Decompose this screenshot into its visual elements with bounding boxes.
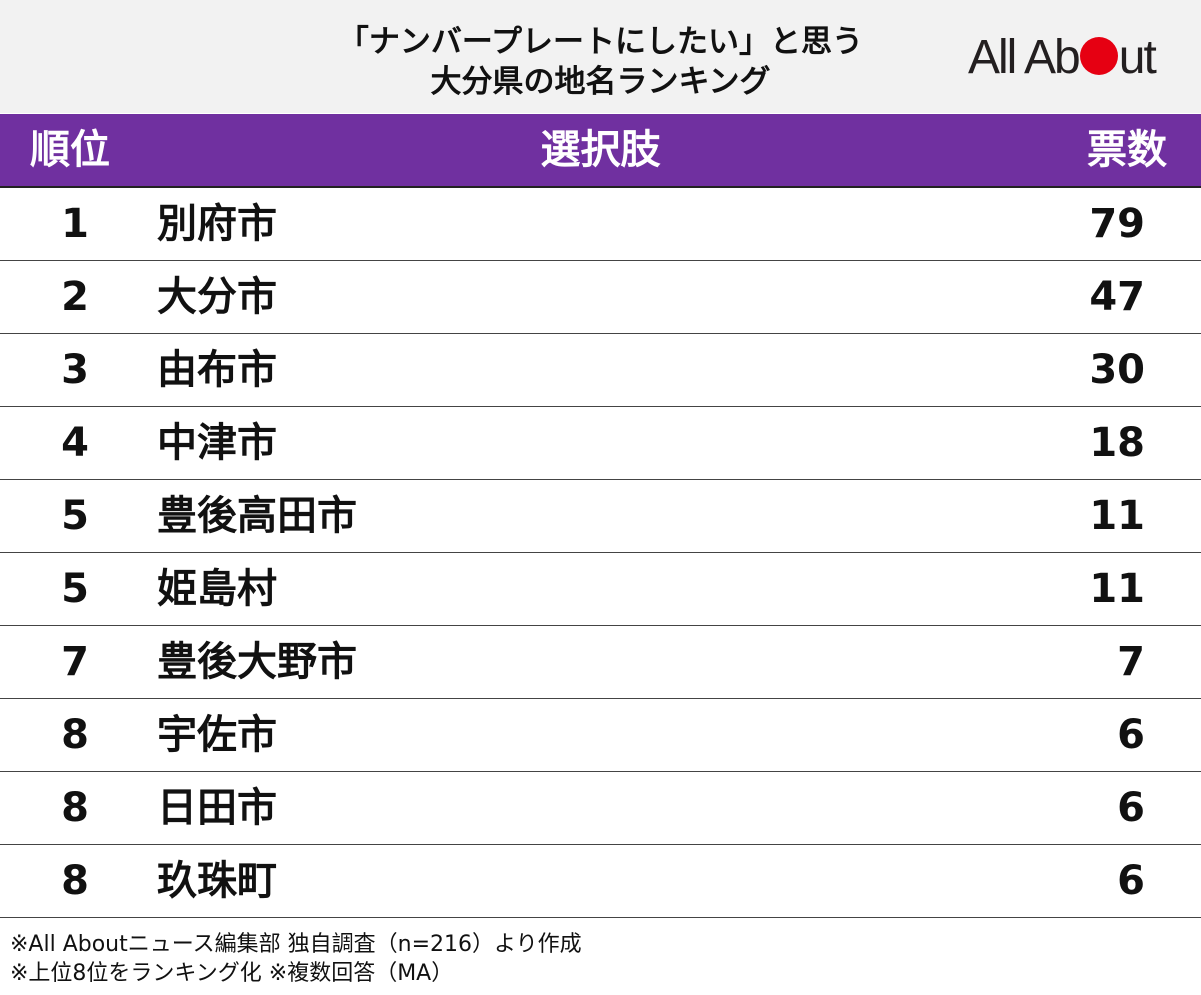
votes-cell: 7 (1117, 639, 1145, 685)
table-body: 1 別府市 79 2 大分市 47 3 由布市 30 4 中津市 18 5 豊後高田市 11 5 姫島村 11 7 豊… (0, 188, 1201, 918)
choice-cell: 別府市 (157, 201, 277, 247)
table-row: 2 大分市 47 (0, 261, 1201, 334)
table-row: 7 豊後大野市 7 (0, 626, 1201, 699)
logo-text-start: All Ab (968, 31, 1081, 84)
table-row: 3 由布市 30 (0, 334, 1201, 407)
votes-cell: 6 (1117, 785, 1145, 831)
title-line-1: 「ナンバープレートにしたい」と思う (337, 24, 864, 60)
choice-cell: 由布市 (157, 347, 277, 393)
table-row: 8 玖珠町 6 (0, 845, 1201, 918)
table-header: 順位 選択肢 票数 (0, 114, 1201, 188)
table-row: 5 姫島村 11 (0, 553, 1201, 626)
rank-cell: 8 (61, 785, 89, 831)
header-votes: 票数 (1087, 127, 1167, 173)
choice-cell: 玖珠町 (157, 858, 277, 904)
title-area: 「ナンバープレートにしたい」と思う 大分県の地名ランキング All Ab ut (0, 0, 1201, 113)
rank-cell: 1 (61, 201, 89, 247)
table-row: 1 別府市 79 (0, 188, 1201, 261)
votes-cell: 6 (1117, 712, 1145, 758)
header-choice: 選択肢 (540, 127, 661, 173)
logo-dot-icon (1079, 37, 1118, 75)
rank-cell: 8 (61, 858, 89, 904)
votes-cell: 30 (1089, 347, 1145, 393)
choice-cell: 大分市 (157, 274, 277, 320)
title-line-2: 大分県の地名ランキング (430, 64, 771, 100)
rank-cell: 2 (61, 274, 89, 320)
chart-title: 「ナンバープレートにしたい」と思う 大分県の地名ランキング (0, 22, 1201, 102)
table-row: 8 宇佐市 6 (0, 699, 1201, 772)
votes-cell: 11 (1089, 566, 1145, 612)
votes-cell: 11 (1089, 493, 1145, 539)
table-row: 4 中津市 18 (0, 407, 1201, 480)
rank-cell: 5 (61, 493, 89, 539)
header-rank: 順位 (30, 127, 110, 173)
rank-cell: 5 (61, 566, 89, 612)
logo-text-end: ut (1118, 31, 1157, 84)
rank-cell: 7 (61, 639, 89, 685)
votes-cell: 79 (1089, 201, 1145, 247)
choice-cell: 宇佐市 (157, 712, 277, 758)
votes-cell: 47 (1089, 274, 1145, 320)
footnote-source: ※All Aboutニュース編集部 独自調査（n=216）より作成 (10, 932, 582, 957)
rank-cell: 8 (61, 712, 89, 758)
choice-cell: 豊後高田市 (157, 493, 357, 539)
footnotes: ※All Aboutニュース編集部 独自調査（n=216）より作成 ※上位8位を… (10, 930, 582, 988)
choice-cell: 豊後大野市 (157, 639, 357, 685)
votes-cell: 18 (1089, 420, 1145, 466)
rank-cell: 3 (61, 347, 89, 393)
choice-cell: 姫島村 (157, 566, 277, 612)
votes-cell: 6 (1117, 858, 1145, 904)
table-row: 8 日田市 6 (0, 772, 1201, 845)
choice-cell: 日田市 (157, 785, 277, 831)
all-about-logo: All Ab ut (968, 30, 1157, 86)
footnote-method: ※上位8位をランキング化 ※複数回答（MA） (10, 961, 454, 986)
table-row: 5 豊後高田市 11 (0, 480, 1201, 553)
choice-cell: 中津市 (157, 420, 277, 466)
rank-cell: 4 (61, 420, 89, 466)
